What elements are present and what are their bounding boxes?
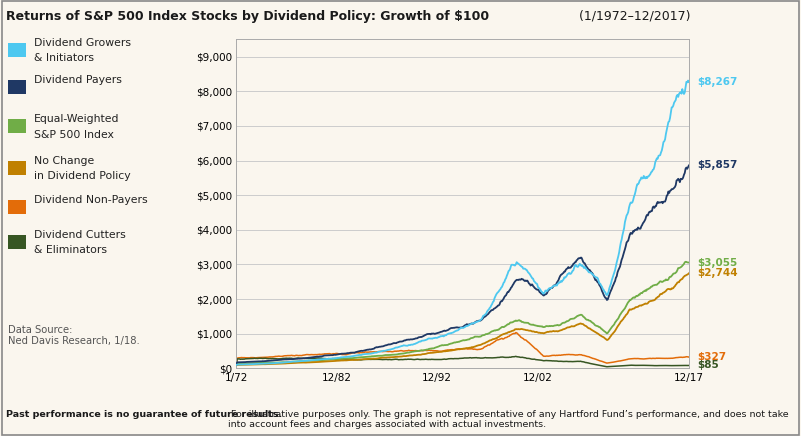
Text: $2,744: $2,744 bbox=[697, 268, 738, 278]
Text: Past performance is no guarantee of future results.: Past performance is no guarantee of futu… bbox=[6, 410, 283, 419]
Text: & Eliminators: & Eliminators bbox=[34, 245, 107, 255]
Text: Data Source:
Ned Davis Research, 1/18.: Data Source: Ned Davis Research, 1/18. bbox=[8, 325, 139, 347]
Text: $3,055: $3,055 bbox=[697, 258, 738, 268]
Text: in Dividend Policy: in Dividend Policy bbox=[34, 171, 131, 181]
Text: $8,267: $8,267 bbox=[697, 77, 738, 87]
Text: No Change: No Change bbox=[34, 156, 94, 166]
Text: $5,857: $5,857 bbox=[697, 160, 738, 170]
Text: Equal-Weighted: Equal-Weighted bbox=[34, 114, 119, 124]
Text: S&P 500 Index: S&P 500 Index bbox=[34, 129, 114, 140]
Text: For illustrative purposes only. The graph is not representative of any Hartford : For illustrative purposes only. The grap… bbox=[228, 410, 789, 429]
Text: $327: $327 bbox=[697, 352, 727, 362]
Text: Dividend Payers: Dividend Payers bbox=[34, 75, 122, 85]
Text: $85: $85 bbox=[697, 361, 719, 371]
Text: Dividend Growers: Dividend Growers bbox=[34, 38, 131, 48]
Text: (1/1972–12/2017): (1/1972–12/2017) bbox=[575, 10, 690, 23]
Text: & Initiators: & Initiators bbox=[34, 53, 94, 63]
Text: Dividend Non-Payers: Dividend Non-Payers bbox=[34, 195, 147, 205]
Text: Dividend Cutters: Dividend Cutters bbox=[34, 230, 126, 240]
Text: Returns of S&P 500 Index Stocks by Dividend Policy: Growth of $100: Returns of S&P 500 Index Stocks by Divid… bbox=[6, 10, 489, 23]
